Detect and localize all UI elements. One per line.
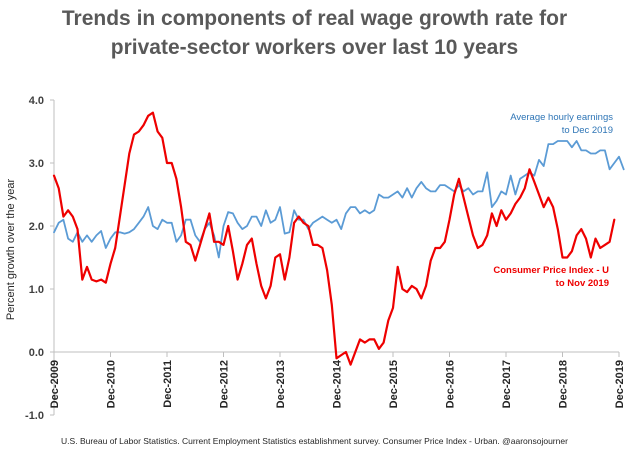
x-tick-label: Dec-2010 xyxy=(106,360,118,408)
chart-title-line-1: Trends in components of real wage growth… xyxy=(61,7,568,30)
y-axis-title: Percent growth over the year xyxy=(5,179,17,321)
x-tick-label: Dec-2014 xyxy=(332,359,344,408)
labels-group: Average hourly earnings to Dec 2019 Consum… xyxy=(493,112,613,289)
chart-title: Trends in components of real wage growth… xyxy=(0,4,629,62)
series-line-cpi-u xyxy=(52,111,616,366)
y-tick-label: 1.0 xyxy=(29,284,44,296)
x-tick-label: Dec-2017 xyxy=(501,360,513,408)
y-tick-label: 0.0 xyxy=(29,347,44,359)
x-tick-label: Dec-2015 xyxy=(388,360,400,408)
series-label-cpi-u: Consumer Price Index - U xyxy=(493,265,609,276)
x-tick-label: Dec-2011 xyxy=(162,360,174,408)
y-tick-label: -1.0 xyxy=(25,410,44,422)
x-tick-label: Dec-2018 xyxy=(558,360,570,408)
series-line-average-hourly-earnings xyxy=(53,140,625,259)
x-tick-label: Dec-2012 xyxy=(219,360,231,408)
y-tick-label: 2.0 xyxy=(29,221,44,233)
axes: -1.0 0.0 1.0 2.0 3.0 4.0 Dec-2009 Dec-2010 Dec-2… xyxy=(5,95,626,422)
x-tick-label: Dec-2016 xyxy=(445,360,457,408)
y-tick-label: 3.0 xyxy=(29,158,44,170)
source-caption: U.S. Bureau of Labor Statistics. Current… xyxy=(61,436,568,446)
series-label-average-hourly-earnings: to Dec 2019 xyxy=(562,125,613,136)
y-tick-label: 4.0 xyxy=(29,95,44,107)
x-tick-label: Dec-2009 xyxy=(49,360,61,408)
series-group xyxy=(52,111,625,366)
series-label-average-hourly-earnings: Average hourly earnings xyxy=(510,112,613,123)
series-label-cpi-u: to Nov 2019 xyxy=(556,278,609,289)
x-tick-label: Dec-2019 xyxy=(614,360,626,408)
chart-title-line-2: private-sector workers over last 10 year… xyxy=(110,36,519,59)
x-tick-label: Dec-2013 xyxy=(275,360,287,408)
